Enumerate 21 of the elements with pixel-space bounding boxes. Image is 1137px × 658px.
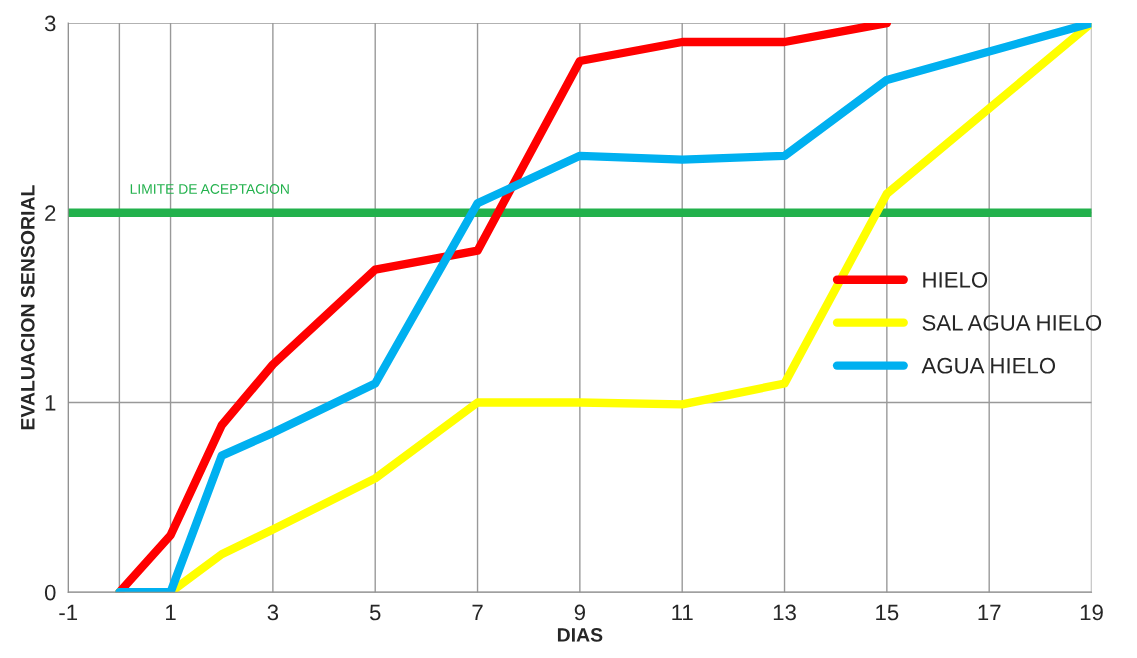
x-axis-title: DIAS bbox=[557, 628, 603, 642]
x-tick-label: 5 bbox=[369, 604, 381, 621]
x-tick-label: 7 bbox=[472, 604, 483, 621]
x-tick-label: 3 bbox=[267, 604, 279, 621]
y-tick-label: 1 bbox=[45, 395, 56, 411]
legend-label: AGUA HIELO bbox=[921, 357, 1056, 374]
legend-label: HIELO bbox=[923, 271, 988, 288]
y-axis-title: EVALUACION SENSORIAL bbox=[20, 185, 35, 430]
ref-line-label: LIMITE DE ACEPTACION bbox=[130, 184, 289, 194]
x-tick-label: 13 bbox=[773, 604, 796, 621]
x-tick-label: 15 bbox=[876, 604, 899, 621]
x-tick-label: 11 bbox=[672, 604, 693, 621]
x-tick-label: 19 bbox=[1080, 604, 1103, 621]
legend-label: SAL AGUA HIELO bbox=[922, 314, 1102, 331]
x-tick-label: 9 bbox=[574, 604, 585, 621]
y-tick-label: 0 bbox=[44, 584, 56, 601]
x-tick-label: -1 bbox=[59, 604, 78, 621]
y-tick-label: 2 bbox=[45, 205, 56, 221]
x-tick-label: 1 bbox=[166, 604, 176, 621]
x-tick-label: 17 bbox=[978, 604, 1001, 621]
y-tick-label: 3 bbox=[44, 15, 56, 32]
